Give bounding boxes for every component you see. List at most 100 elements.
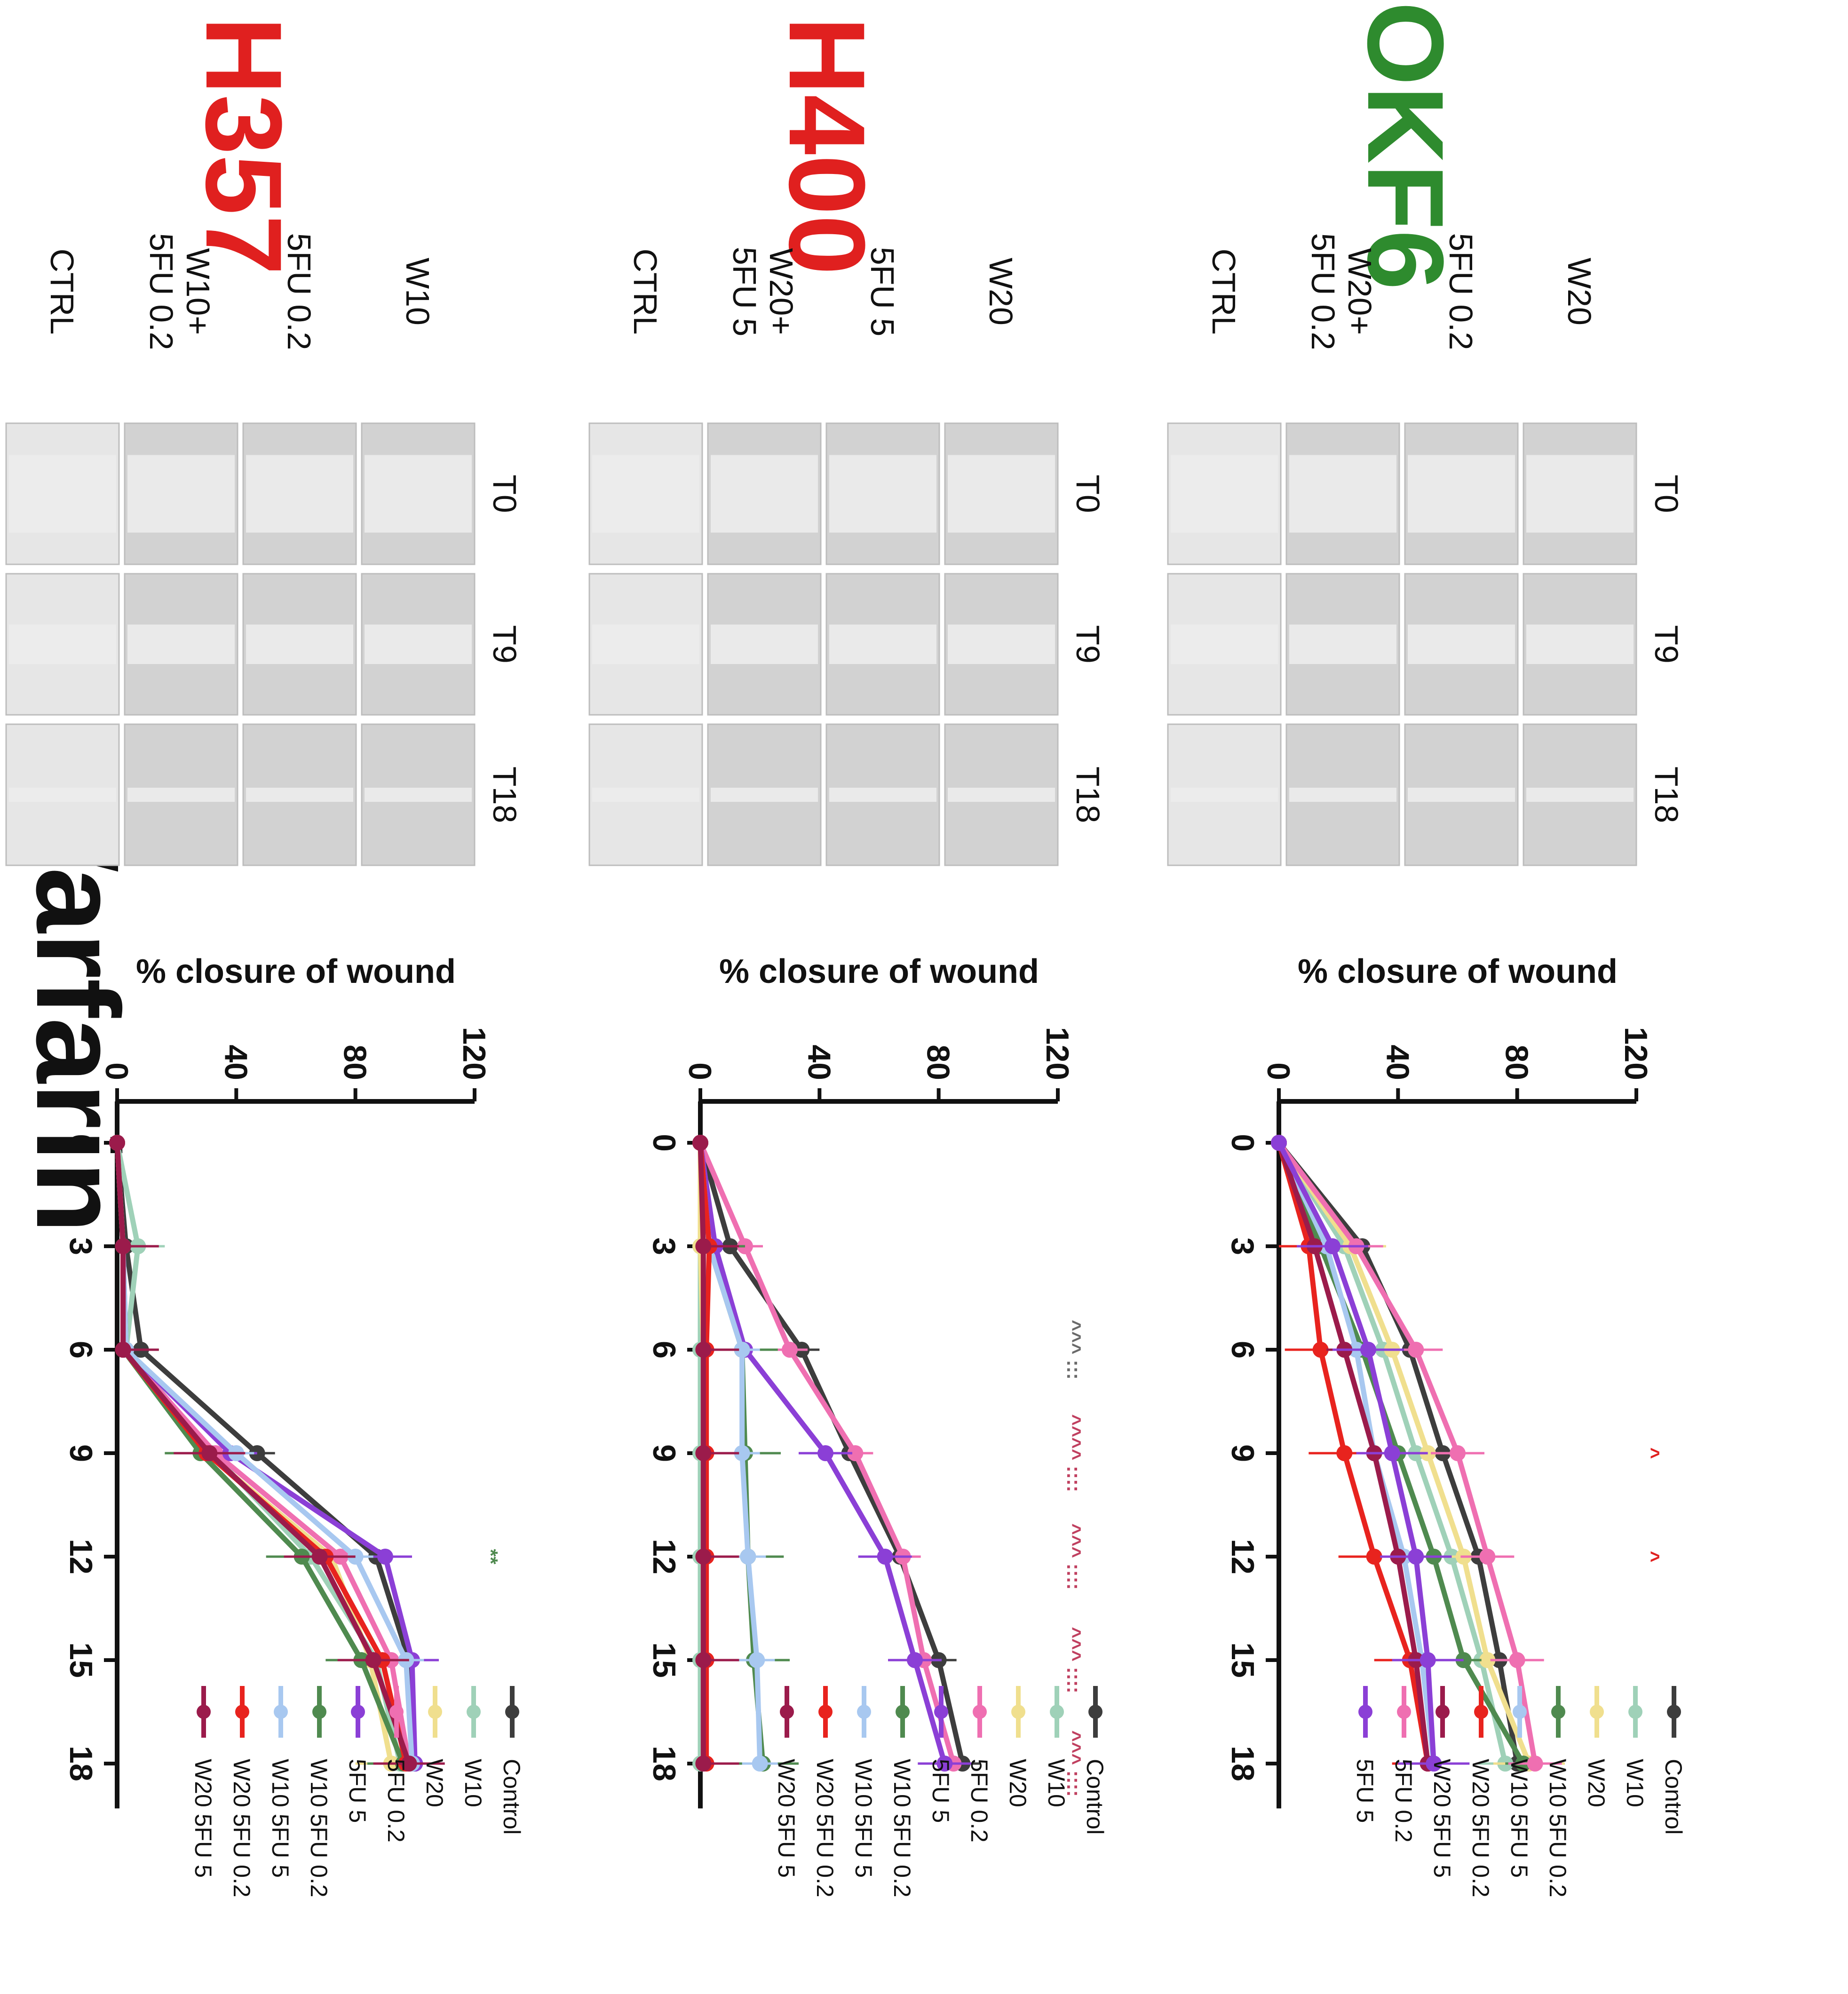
x-tick-label: 9	[63, 1444, 99, 1462]
x-tick-label: 12	[1225, 1539, 1261, 1575]
data-point	[1426, 1756, 1442, 1772]
panel-okf6: OKF6 W20 5FU 0.2 W20+5FU 0.2 CTRL T0 T9 T18 % cl…	[1167, 1, 1687, 1898]
legend-marker	[1474, 1705, 1488, 1719]
legend-label: W20 5FU 0.2	[1467, 1759, 1494, 1898]
legend-marker	[1551, 1705, 1565, 1719]
legend-marker	[973, 1705, 987, 1719]
legend-marker	[1436, 1705, 1450, 1719]
data-point	[401, 1756, 417, 1772]
significance-marker: ^^^ ::::	[1063, 1523, 1085, 1590]
condition-label: 5FU 0.2	[1443, 233, 1479, 350]
time-label: T18	[486, 767, 523, 823]
legend-label: 5FU 5	[344, 1759, 371, 1823]
panel-h400: H400 W20 5FU 5 W20+5FU 5 CTRL T0 T9 T18 % closur…	[588, 16, 1108, 1898]
micrograph-wound-gap	[127, 455, 235, 533]
legend-label: W20 5FU 5	[773, 1759, 800, 1878]
y-tick-label: 40	[1380, 1044, 1415, 1080]
significance-marker: ^	[1642, 1448, 1664, 1459]
legend-marker	[351, 1705, 365, 1719]
data-point	[1420, 1652, 1436, 1668]
micrograph-wound-gap	[1526, 455, 1634, 533]
data-point	[695, 1756, 712, 1772]
legend-label: W10	[1043, 1759, 1070, 1807]
legend-label: W10 5FU 0.2	[306, 1759, 332, 1898]
data-point	[311, 1549, 328, 1565]
series-w20-5fu-5	[692, 1135, 739, 1772]
x-tick-label: 0	[63, 1134, 99, 1152]
x-tick-label: 12	[646, 1539, 682, 1575]
data-point	[936, 1756, 953, 1772]
data-point	[1509, 1652, 1525, 1668]
legend-marker	[1358, 1705, 1372, 1719]
legend-marker	[780, 1705, 794, 1719]
micrograph-wound-gap	[127, 788, 235, 802]
legend-label: W20	[1583, 1759, 1610, 1807]
legend-marker	[197, 1705, 211, 1719]
data-point	[377, 1549, 393, 1565]
data-point	[782, 1342, 798, 1358]
micrograph-wound-gap	[1526, 788, 1634, 802]
micrograph-wound-gap	[1408, 625, 1515, 664]
data-point	[1479, 1549, 1496, 1565]
condition-label: W20	[1561, 258, 1598, 325]
significance-marker: ^^^ ::::	[1063, 1627, 1085, 1693]
panels: H357 W10 5FU 0.2 W10+5FU 0.2 CTRL T0 T9 T18 % cl…	[5, 1, 1687, 1898]
legend-marker	[818, 1705, 833, 1719]
legend-label: W10 5FU 0.2	[889, 1759, 915, 1898]
x-tick-label: 6	[646, 1341, 682, 1359]
micrograph-wound-gap	[1289, 625, 1396, 664]
legend-marker	[467, 1705, 481, 1719]
time-label: T9	[1070, 625, 1106, 664]
data-point	[877, 1549, 893, 1565]
condition-label: W10+5FU 0.2	[143, 233, 216, 350]
micrograph-wound-gap	[365, 625, 472, 664]
y-axis-label: % closure of wound	[1298, 953, 1618, 990]
micrograph-wound-gap	[948, 455, 1055, 533]
data-point	[907, 1652, 923, 1668]
data-point	[115, 1238, 131, 1254]
legend-label: 5FU 0.2	[1390, 1759, 1417, 1843]
data-point	[365, 1652, 381, 1668]
time-label: T0	[1648, 475, 1685, 513]
legend-marker	[857, 1705, 871, 1719]
data-point	[734, 1445, 750, 1461]
micrograph-wound-gap	[592, 455, 699, 533]
data-point	[1479, 1652, 1496, 1668]
time-label: T18	[1648, 767, 1685, 823]
y-tick-label: 40	[801, 1044, 837, 1080]
condition-label: W20	[983, 258, 1019, 325]
x-tick-label: 6	[1225, 1341, 1261, 1359]
legend-label: W20 5FU 5	[1429, 1759, 1455, 1878]
y-tick-label: 0	[99, 1062, 135, 1080]
legend-label: Control	[1082, 1759, 1108, 1835]
micrograph-wound-gap	[1526, 625, 1634, 664]
data-point	[749, 1652, 765, 1668]
legend-marker	[1628, 1705, 1642, 1719]
legend-marker	[896, 1705, 910, 1719]
data-point	[1408, 1549, 1424, 1565]
legend-marker	[1590, 1705, 1604, 1719]
micrograph-wound-gap	[1171, 625, 1278, 664]
time-label: T9	[486, 625, 523, 664]
significance-marker: **	[480, 1549, 502, 1565]
legend-label: Control	[499, 1759, 525, 1835]
micrograph-wound-gap	[246, 625, 353, 664]
x-tick-label: 3	[646, 1237, 682, 1255]
legend-label: Control	[1660, 1759, 1687, 1835]
y-tick-label: 120	[1039, 1027, 1075, 1080]
series-w20-5fu-5	[109, 1135, 445, 1772]
data-point	[695, 1652, 712, 1668]
legend-label: 5FU 0.2	[966, 1759, 992, 1843]
x-tick-label: 18	[646, 1746, 682, 1781]
micrograph-wound-gap	[592, 788, 699, 802]
data-point	[1360, 1342, 1376, 1358]
data-point	[1336, 1445, 1353, 1461]
y-axis-label: % closure of wound	[719, 953, 1039, 990]
x-tick-label: 18	[63, 1746, 99, 1781]
panel-h357: H357 W10 5FU 0.2 W10+5FU 0.2 CTRL T0 T9 T18 % cl…	[5, 16, 525, 1898]
legend-label: 5FU 0.2	[383, 1759, 409, 1843]
cell-line-label: H400	[767, 16, 888, 275]
data-point	[734, 1342, 750, 1358]
legend-marker	[1011, 1705, 1025, 1719]
